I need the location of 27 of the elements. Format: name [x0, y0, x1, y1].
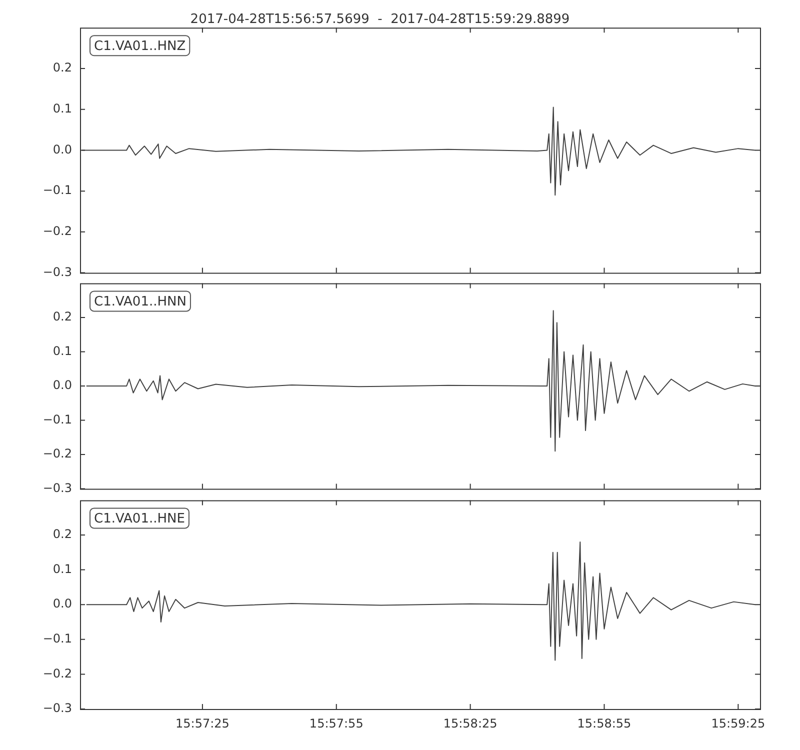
chart-title: 2017-04-28T15:56:57.5699 - 2017-04-28T15:59:29.8899 [190, 12, 570, 28]
y-tick-label: −0.2 [42, 446, 72, 461]
y-tick-label: 0.0 [52, 378, 72, 392]
y-tick-label: 0.2 [52, 60, 72, 75]
y-tick-label: −0.3 [42, 264, 72, 279]
annotation: C1.VA01..HNN [94, 294, 186, 310]
y-tick-label: 0.1 [52, 562, 72, 576]
y-tick-label: −0.2 [42, 224, 72, 238]
x-tick-label: 15:58:55 [577, 716, 632, 730]
y-tick-label: −0.1 [42, 631, 72, 646]
y-tick-label: 0.0 [52, 596, 72, 610]
y-tick-label: −0.3 [42, 481, 72, 496]
y-tick-label: 0.1 [52, 344, 72, 358]
y-tick-label: −0.1 [42, 412, 72, 427]
y-tick-label: 0.2 [52, 526, 72, 541]
annotation: C1.VA01..HNZ [94, 38, 186, 54]
y-tick-label: −0.3 [42, 700, 72, 715]
y-tick-label: 0.2 [52, 310, 72, 324]
y-tick-label: −0.2 [42, 666, 72, 680]
y-tick-label: 0.1 [52, 101, 72, 116]
x-tick-label: 15:57:25 [176, 716, 230, 730]
y-tick-label: −0.1 [42, 183, 72, 198]
x-tick-label: 15:59:25 [711, 716, 766, 730]
x-tick-label: 15:57:55 [309, 716, 364, 730]
annotation: C1.VA01..HNE [94, 511, 185, 526]
x-tick-label: 15:58:25 [443, 716, 498, 730]
y-tick-label: 0.0 [52, 142, 72, 156]
